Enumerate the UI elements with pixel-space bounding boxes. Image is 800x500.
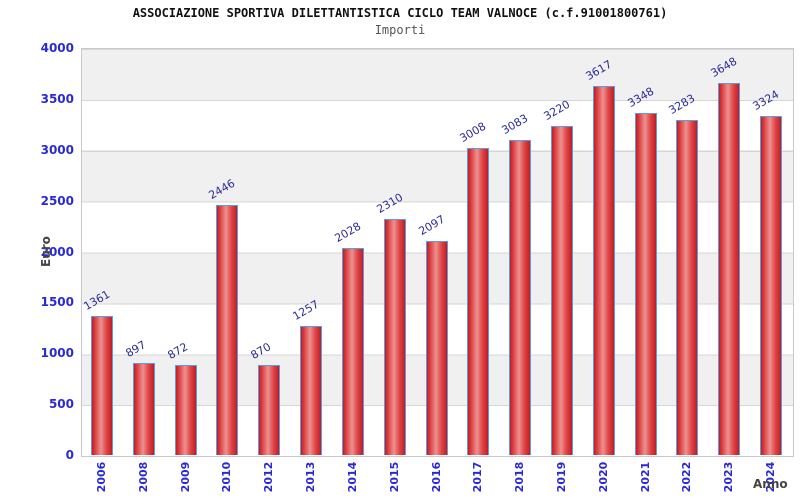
- y-tick-label: 500: [48, 397, 74, 412]
- x-tick-label: 2014: [345, 461, 359, 493]
- bar-2013: [300, 326, 323, 455]
- y-tick-label: 1500: [40, 295, 74, 310]
- x-tick-label: 2017: [471, 461, 485, 493]
- y-tick-label: 3500: [40, 91, 74, 106]
- bar-2008: [132, 363, 155, 455]
- chart-subtitle: Importi: [374, 23, 426, 37]
- x-tick-label: 2022: [680, 461, 694, 493]
- x-tick-label: 2008: [136, 461, 150, 493]
- bar-2014: [341, 248, 364, 455]
- bar-2020: [592, 86, 615, 455]
- bar-2009: [174, 365, 197, 455]
- bar-2012: [258, 365, 281, 455]
- x-tick-label: 2016: [429, 461, 443, 493]
- bar-2015: [383, 219, 406, 455]
- y-tick-label: 3000: [40, 142, 74, 157]
- chart-title: ASSOCIAZIONE SPORTIVA DILETTANTISTICA CI…: [132, 6, 668, 20]
- y-tick-label: 1000: [40, 346, 74, 361]
- x-tick-label: 2012: [262, 461, 276, 493]
- x-tick-label: 2006: [94, 461, 108, 493]
- x-tick-label: 2010: [220, 461, 234, 493]
- bar-2006: [90, 316, 113, 455]
- x-tick-label: 2020: [596, 461, 610, 493]
- x-tick-label: 2023: [722, 461, 736, 493]
- y-axis-title: Euro: [39, 236, 53, 267]
- bar-2024: [760, 116, 783, 455]
- x-tick-label: 2021: [638, 461, 652, 493]
- bar-2017: [467, 148, 490, 455]
- x-tick-label: 2009: [178, 461, 192, 493]
- x-axis-title: Anno: [753, 477, 788, 491]
- x-tick-label: 2019: [554, 461, 568, 493]
- bar-2023: [718, 83, 741, 455]
- y-tick-label: 2500: [40, 193, 74, 208]
- x-tick-label: 2013: [304, 461, 318, 493]
- y-tick-label: 0: [65, 448, 74, 462]
- bar-2019: [550, 126, 573, 455]
- bar-2022: [676, 120, 699, 455]
- bar-2018: [509, 140, 532, 455]
- bar-2016: [425, 241, 448, 455]
- y-tick-label: 2000: [40, 244, 74, 259]
- x-tick-label: 2018: [513, 461, 527, 493]
- bar-2021: [634, 113, 657, 455]
- x-tick-label: 2015: [387, 461, 401, 493]
- bar-2010: [216, 205, 239, 455]
- y-tick-label: 4000: [40, 41, 74, 55]
